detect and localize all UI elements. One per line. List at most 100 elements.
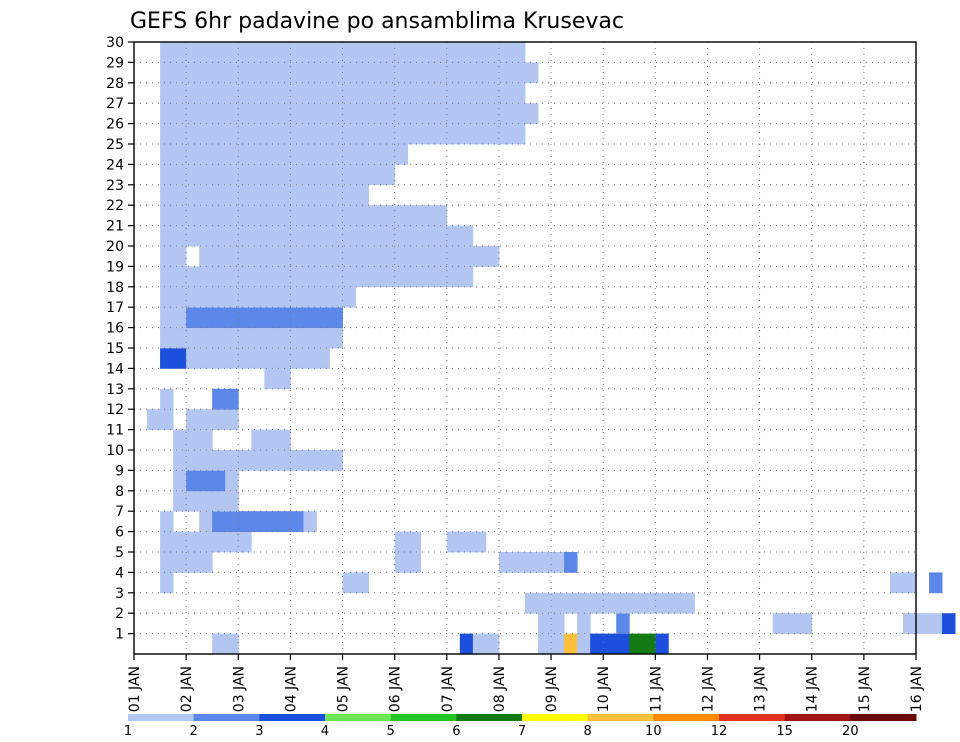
- heatmap-cell: [251, 103, 265, 124]
- chart-title: GEFS 6hr padavine po ansamblima Krusevac: [130, 9, 624, 34]
- heatmap-cell: [368, 266, 383, 288]
- heatmap-cell: [251, 62, 265, 84]
- heatmap-cell: [173, 490, 187, 512]
- heatmap-cell: [199, 123, 213, 145]
- heatmap-cell: [407, 82, 422, 104]
- heatmap-cell: [225, 450, 239, 471]
- heatmap-cell: [173, 531, 187, 553]
- heatmap-cell: [303, 123, 317, 145]
- heatmap-cell: [485, 82, 500, 104]
- heatmap-cell: [186, 450, 200, 471]
- heatmap-cell: [303, 266, 317, 288]
- heatmap-cell: [277, 246, 291, 267]
- y-tick-label: 28: [106, 76, 124, 92]
- colorbar-label: 8: [584, 724, 592, 739]
- colorbar-label: 1: [124, 724, 132, 739]
- heatmap-cell: [238, 164, 252, 186]
- x-tick-label: 06 JAN: [388, 666, 404, 712]
- heatmap-cell: [277, 511, 291, 532]
- y-tick-label: 15: [106, 341, 124, 357]
- heatmap-cell: [511, 123, 526, 145]
- heatmap-cell: [525, 103, 539, 124]
- heatmap-cell: [525, 62, 539, 84]
- heatmap-cell: [290, 164, 304, 186]
- colorbar-label: 12: [711, 724, 728, 739]
- heatmap-cell: [199, 266, 213, 288]
- y-tick-label: 6: [115, 525, 124, 541]
- heatmap-cell: [277, 184, 291, 206]
- heatmap-cell: [186, 286, 200, 308]
- heatmap-cell: [212, 82, 226, 104]
- x-tick-label: 16 JAN: [909, 666, 925, 712]
- heatmap-cell: [160, 409, 174, 430]
- heatmap-cell: [929, 572, 943, 594]
- y-tick-label: 12: [106, 402, 124, 418]
- heatmap-cell: [160, 205, 174, 226]
- heatmap-cell: [225, 490, 239, 512]
- heatmap-cell: [368, 225, 383, 247]
- x-tick-label: 14 JAN: [805, 666, 821, 712]
- heatmap-cell: [564, 592, 578, 614]
- heatmap-cell: [577, 592, 591, 614]
- heatmap-cell: [472, 62, 487, 84]
- heatmap-cell: [173, 266, 187, 288]
- heatmap-cell: [459, 42, 474, 63]
- heatmap-cell: [616, 633, 630, 655]
- heatmap-cell: [394, 531, 409, 553]
- heatmap-cell: [433, 42, 448, 63]
- heatmap-cell: [459, 225, 474, 247]
- heatmap-cell: [277, 286, 291, 308]
- heatmap-cell: [277, 327, 291, 349]
- heatmap-cell: [381, 246, 396, 267]
- heatmap-cell: [316, 205, 330, 226]
- heatmap-cell: [942, 613, 956, 634]
- heatmap-cell: [511, 62, 526, 84]
- heatmap-cell: [394, 552, 409, 573]
- colorbar-label: 4: [321, 724, 329, 739]
- x-tick-label: 04 JAN: [283, 666, 299, 712]
- heatmap-cell: [316, 164, 330, 186]
- heatmap-cell: [316, 82, 330, 104]
- heatmap-cell: [446, 103, 461, 124]
- heatmap-cell: [551, 552, 565, 573]
- x-tick-label: 15 JAN: [857, 666, 873, 712]
- heatmap-cell: [459, 82, 474, 104]
- heatmap-cell: [264, 348, 278, 369]
- heatmap-cell: [394, 144, 409, 165]
- heatmap-cell: [264, 82, 278, 104]
- heatmap-cell: [303, 82, 317, 104]
- heatmap-cell: [173, 286, 187, 308]
- heatmap-cell: [681, 592, 695, 614]
- heatmap-cell: [485, 62, 500, 84]
- heatmap-cell: [316, 348, 330, 369]
- heatmap-cell: [472, 103, 487, 124]
- colorbar-label: 6: [452, 724, 460, 739]
- heatmap-cell: [199, 286, 213, 308]
- y-tick-label: 20: [106, 239, 124, 255]
- cells-layer: [147, 42, 956, 655]
- heatmap-cell: [277, 307, 291, 328]
- heatmap-cell: [472, 633, 487, 655]
- heatmap-cell: [394, 246, 409, 267]
- heatmap-cell: [212, 164, 226, 186]
- heatmap-cell: [290, 246, 304, 267]
- heatmap-cell: [485, 633, 500, 655]
- heatmap-cell: [199, 450, 213, 471]
- heatmap-cell: [355, 62, 369, 84]
- heatmap-cell: [264, 368, 278, 390]
- colorbar-swatch: [850, 714, 917, 721]
- heatmap-cell: [407, 62, 422, 84]
- heatmap-cell: [525, 592, 539, 614]
- heatmap-cell: [212, 144, 226, 165]
- heatmap-cell: [303, 450, 317, 471]
- heatmap-cell: [186, 225, 200, 247]
- heatmap-cell: [264, 103, 278, 124]
- heatmap-cell: [238, 348, 252, 369]
- heatmap-cell: [342, 572, 356, 594]
- heatmap-cell: [498, 82, 513, 104]
- heatmap-cell: [173, 246, 187, 267]
- heatmap-cell: [303, 144, 317, 165]
- heatmap-cell: [290, 327, 304, 349]
- heatmap-cell: [290, 225, 304, 247]
- heatmap-cell: [459, 62, 474, 84]
